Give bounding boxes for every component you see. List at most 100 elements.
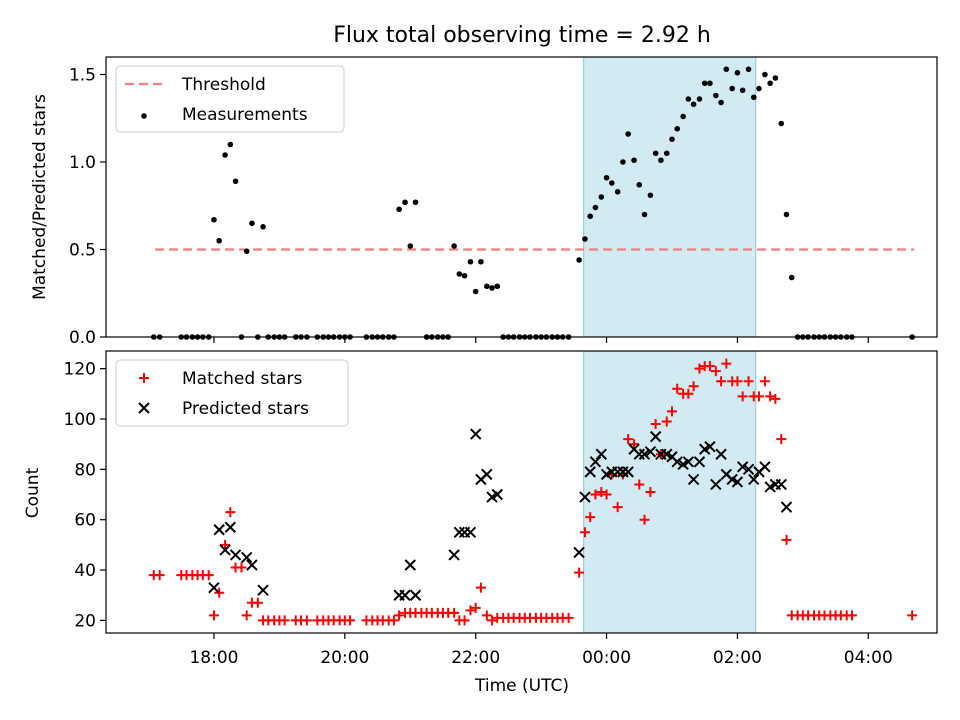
legend-matched-swatch bbox=[139, 373, 149, 383]
data-point bbox=[696, 96, 703, 102]
data-point bbox=[225, 507, 236, 518]
data-point bbox=[663, 150, 670, 157]
data-point bbox=[617, 466, 629, 478]
data-point bbox=[614, 188, 621, 195]
data-point bbox=[407, 243, 414, 249]
data-point bbox=[778, 120, 785, 127]
data-point bbox=[595, 448, 608, 460]
data-point bbox=[645, 487, 656, 497]
data-point bbox=[762, 71, 768, 78]
data-point bbox=[241, 610, 252, 621]
bottom-y-tick-label: 40 bbox=[74, 561, 96, 581]
bottom-y-tick-label: 80 bbox=[74, 460, 96, 480]
data-point bbox=[625, 131, 631, 137]
data-point bbox=[603, 174, 610, 181]
data-point bbox=[227, 141, 234, 148]
data-point bbox=[585, 512, 596, 523]
data-point bbox=[671, 456, 683, 468]
data-point bbox=[641, 211, 648, 218]
data-point bbox=[590, 489, 601, 500]
data-point bbox=[489, 285, 495, 291]
data-point bbox=[721, 358, 732, 369]
x-tick-label: 02:00 bbox=[713, 648, 762, 668]
data-point bbox=[394, 610, 405, 621]
data-point bbox=[409, 589, 422, 601]
data-point bbox=[467, 258, 474, 265]
data-point bbox=[750, 94, 757, 101]
x-tick-label: 20:00 bbox=[320, 648, 369, 668]
data-point bbox=[236, 562, 247, 573]
data-point bbox=[464, 526, 477, 538]
data-point bbox=[598, 194, 605, 200]
data-point bbox=[589, 456, 602, 468]
data-point bbox=[743, 376, 754, 387]
data-point bbox=[612, 502, 623, 513]
bottom-observing-window bbox=[583, 350, 757, 634]
data-point bbox=[601, 489, 612, 500]
data-point bbox=[690, 101, 697, 108]
data-point bbox=[734, 69, 741, 76]
bottom-legend: Matched stars Predicted stars bbox=[115, 359, 349, 427]
data-point bbox=[478, 258, 484, 265]
data-point bbox=[682, 456, 695, 468]
legend-measurements-swatch bbox=[141, 113, 147, 119]
data-point bbox=[608, 180, 615, 186]
data-point bbox=[633, 448, 645, 460]
bottom-legend-box bbox=[115, 359, 349, 427]
data-point bbox=[683, 388, 694, 399]
data-point bbox=[623, 434, 634, 445]
data-point bbox=[693, 456, 706, 468]
data-point bbox=[688, 381, 699, 392]
top-y-tick-label: 0.0 bbox=[69, 328, 96, 348]
data-point bbox=[732, 376, 743, 387]
data-point bbox=[481, 468, 493, 481]
data-point bbox=[736, 461, 749, 473]
data-point bbox=[592, 204, 599, 211]
data-point bbox=[456, 271, 463, 277]
data-point bbox=[745, 66, 752, 73]
data-point bbox=[674, 125, 681, 132]
data-point bbox=[240, 551, 253, 564]
data-point bbox=[622, 466, 634, 478]
data-point bbox=[596, 487, 607, 497]
data-point bbox=[279, 615, 290, 626]
data-point bbox=[658, 157, 664, 164]
data-point bbox=[767, 80, 773, 87]
data-point bbox=[491, 488, 503, 501]
data-point bbox=[737, 391, 748, 402]
data-point bbox=[723, 66, 730, 73]
data-point bbox=[669, 136, 675, 143]
data-point bbox=[754, 391, 765, 402]
bottom-series-matched-stars bbox=[148, 358, 918, 626]
data-point bbox=[704, 440, 716, 453]
bottom-panel: 20 40 60 80 100 120 18:00 20:00 22:00 00:00 02:00 0… bbox=[64, 350, 938, 668]
data-point bbox=[672, 383, 683, 394]
top-plot-frame bbox=[105, 56, 938, 338]
data-point bbox=[694, 363, 705, 374]
data-point bbox=[481, 610, 492, 621]
data-point bbox=[222, 152, 228, 158]
data-point bbox=[759, 376, 770, 387]
top-y-axis-label: Matched/Predicted stars bbox=[30, 94, 50, 300]
data-point bbox=[449, 607, 460, 618]
top-legend: Threshold Measurements bbox=[115, 65, 345, 133]
data-point bbox=[203, 570, 214, 581]
data-point bbox=[584, 466, 596, 478]
data-point bbox=[574, 567, 585, 578]
data-point bbox=[587, 213, 594, 220]
data-point bbox=[213, 524, 225, 536]
data-point bbox=[249, 220, 255, 227]
top-legend-box bbox=[115, 65, 345, 133]
data-point bbox=[636, 181, 643, 188]
bottom-y-tick-label: 60 bbox=[74, 511, 96, 531]
data-point bbox=[448, 549, 460, 561]
data-point bbox=[246, 559, 258, 571]
data-point bbox=[620, 159, 626, 165]
data-point bbox=[243, 248, 250, 255]
data-point bbox=[563, 612, 574, 623]
data-point bbox=[652, 150, 659, 157]
data-point bbox=[634, 479, 645, 490]
data-point bbox=[742, 463, 755, 476]
data-point bbox=[639, 514, 650, 525]
